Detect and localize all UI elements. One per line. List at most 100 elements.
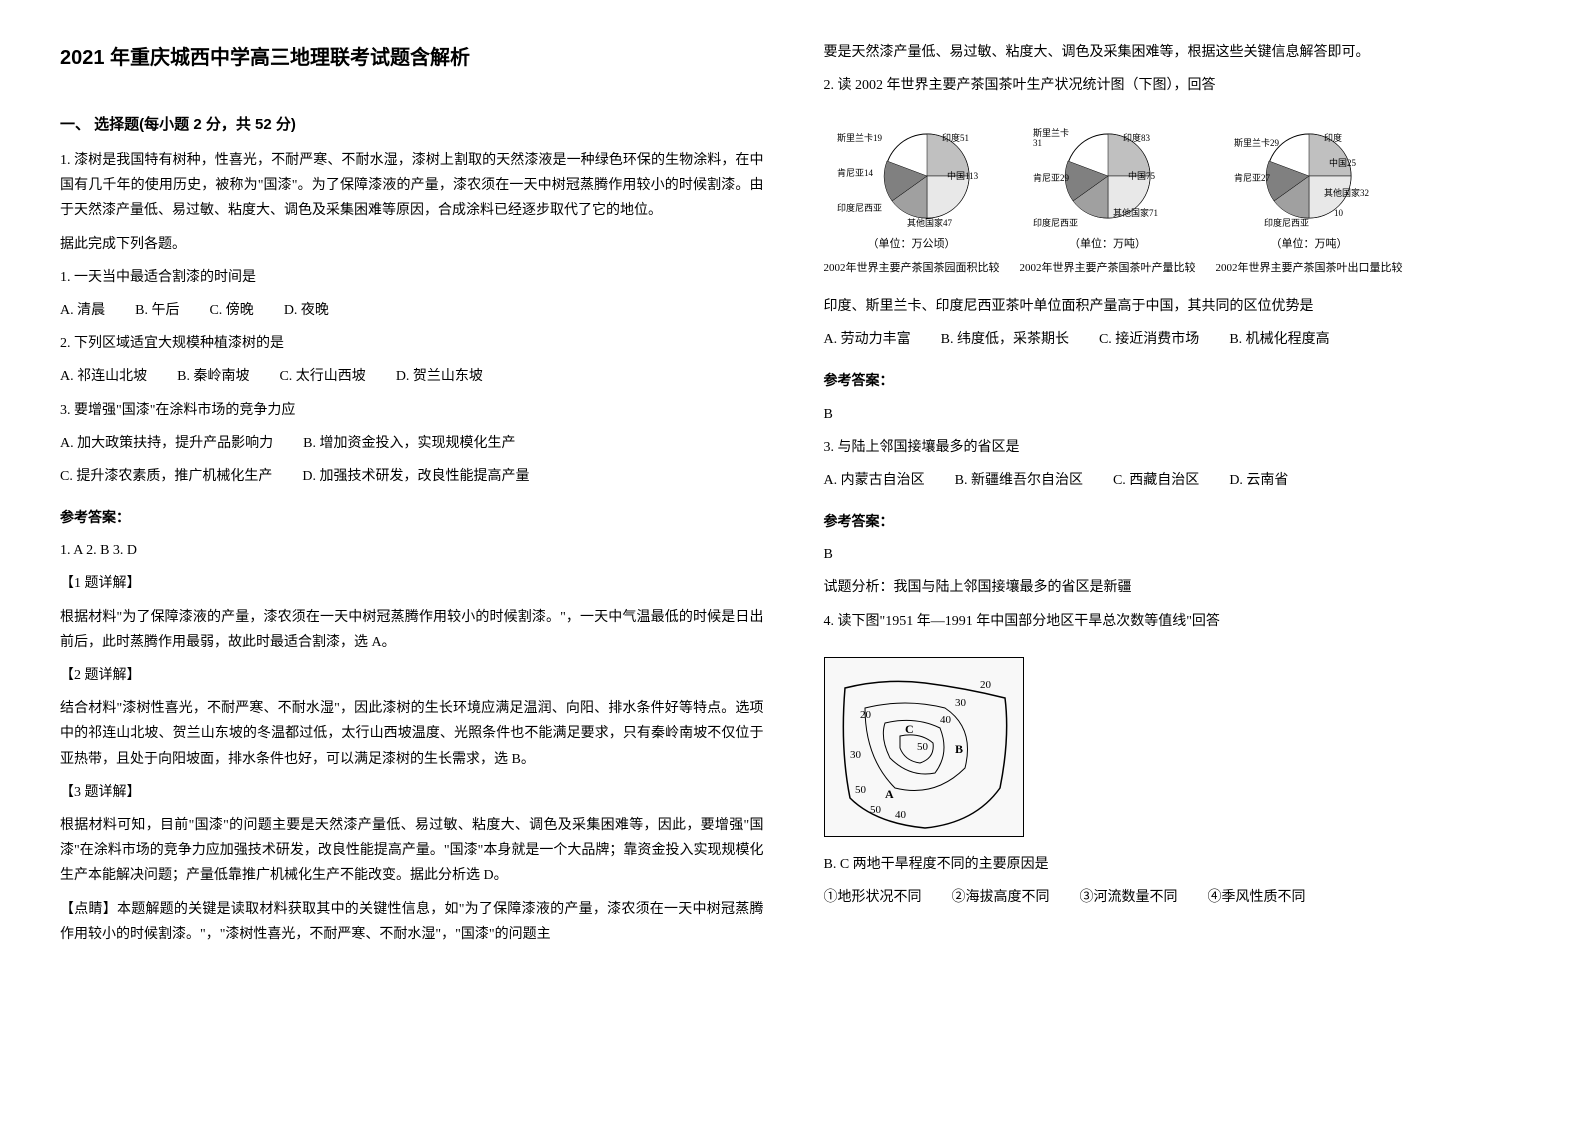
option-2: ②海拔高度不同 bbox=[952, 885, 1050, 910]
label-sri: 31 bbox=[1033, 138, 1042, 148]
tip-text: 【点睛】本题解题的关键是读取材料获取其中的关键性信息，如"为了保障漆液的产量，漆… bbox=[60, 897, 764, 947]
pie-chart-3: 印度 中国25 斯里兰卡29 肯尼亚27 其他国家32 印度尼西亚 10 bbox=[1229, 121, 1389, 231]
option-b: B. 新疆维吾尔自治区 bbox=[955, 468, 1083, 493]
q2-stem: 2. 读 2002 年世界主要产茶国茶叶生产状况统计图（下图），回答 bbox=[824, 73, 1528, 98]
option-d: D. 加强技术研发，改良性能提高产量 bbox=[302, 464, 529, 489]
chart-3-caption: 2002年世界主要产茶国茶叶出口量比较 bbox=[1216, 259, 1403, 279]
option-d: B. 机械化程度高 bbox=[1229, 327, 1329, 352]
point-a: A bbox=[885, 787, 894, 801]
option-b: B. 增加资金投入，实现规模化生产 bbox=[303, 431, 515, 456]
option-3: ③河流数量不同 bbox=[1080, 885, 1178, 910]
q2-question: 印度、斯里兰卡、印度尼西亚茶叶单位面积产量高于中国，其共同的区位优势是 bbox=[824, 294, 1528, 319]
label-40b: 40 bbox=[895, 809, 907, 821]
continuation-text: 要是天然漆产量低、易过敏、粘度大、调色及采集困难等，根据这些关键信息解答即可。 bbox=[824, 40, 1528, 65]
q2-answer: B bbox=[824, 402, 1528, 427]
exp2-header: 【2 题详解】 bbox=[60, 663, 764, 688]
q4-options: ①地形状况不同 ②海拔高度不同 ③河流数量不同 ④季风性质不同 bbox=[824, 885, 1528, 910]
exp1-header: 【1 题详解】 bbox=[60, 571, 764, 596]
label-other: 其他国家32 bbox=[1324, 187, 1369, 198]
label-srilanka: 斯里兰卡19 bbox=[837, 132, 883, 143]
label-other: 其他国家47 bbox=[907, 217, 953, 228]
label-kenya: 肯尼亚27 bbox=[1234, 172, 1271, 183]
option-a: A. 加大政策扶持，提升产品影响力 bbox=[60, 431, 273, 456]
option-a: A. 劳动力丰富 bbox=[824, 327, 911, 352]
label-india: 印度83 bbox=[1123, 132, 1151, 143]
page-title: 2021 年重庆城西中学高三地理联考试题含解析 bbox=[60, 40, 764, 76]
option-d: D. 云南省 bbox=[1229, 468, 1288, 493]
label-china: 中国75 bbox=[1128, 170, 1156, 181]
point-c: C bbox=[905, 722, 914, 736]
label-indo: 印度尼西亚 bbox=[1033, 217, 1078, 228]
charts-container: 斯里兰卡19 肯尼亚14 印度51 中国113 其他国家47 印度尼西亚 （单位… bbox=[824, 121, 1528, 279]
option-c: C. 接近消费市场 bbox=[1099, 327, 1199, 352]
contour-map: 20 30 40 50 30 20 A B C 50 40 50 bbox=[824, 657, 1024, 837]
option-c: C. 傍晚 bbox=[209, 298, 253, 323]
option-d: D. 夜晚 bbox=[284, 298, 329, 323]
option-d: D. 贺兰山东坡 bbox=[396, 364, 483, 389]
chart-1-unit: （单位：万公顷） bbox=[868, 235, 956, 255]
label-china: 中国113 bbox=[947, 170, 979, 181]
pie-chart-2: 印度83 中国75 31 肯尼亚29 其他国家71 印度尼西亚 斯里兰卡 bbox=[1028, 121, 1188, 231]
chart-2-caption: 2002年世界主要产茶国茶叶产量比较 bbox=[1020, 259, 1196, 279]
chart-3: 印度 中国25 斯里兰卡29 肯尼亚27 其他国家32 印度尼西亚 10 （单位… bbox=[1216, 121, 1403, 279]
option-c: C. 提升漆农素质，推广机械化生产 bbox=[60, 464, 272, 489]
q3-stem: 3. 与陆上邻国接壤最多的省区是 bbox=[824, 435, 1528, 460]
q1-sub2-q: 2. 下列区域适宜大规模种植漆树的是 bbox=[60, 331, 764, 356]
label-10: 10 bbox=[1334, 208, 1344, 218]
q1-sub1-options: A. 清晨 B. 午后 C. 傍晚 D. 夜晚 bbox=[60, 298, 764, 323]
label-30: 30 bbox=[850, 749, 862, 761]
contour-50: 50 bbox=[917, 741, 929, 753]
pie-chart-1: 斯里兰卡19 肯尼亚14 印度51 中国113 其他国家47 印度尼西亚 bbox=[832, 121, 992, 231]
chart-1: 斯里兰卡19 肯尼亚14 印度51 中国113 其他国家47 印度尼西亚 （单位… bbox=[824, 121, 1000, 279]
label-50c: 50 bbox=[870, 804, 882, 816]
option-b: B. 午后 bbox=[135, 298, 179, 323]
option-c: C. 太行山西坡 bbox=[279, 364, 365, 389]
q1-sub2-options: A. 祁连山北坡 B. 秦岭南坡 C. 太行山西坡 D. 贺兰山东坡 bbox=[60, 364, 764, 389]
option-a: A. 内蒙古自治区 bbox=[824, 468, 925, 493]
option-c: C. 西藏自治区 bbox=[1113, 468, 1199, 493]
option-a: A. 祁连山北坡 bbox=[60, 364, 147, 389]
q3-analysis: 试题分析：我国与陆上邻国接壤最多的省区是新疆 bbox=[824, 575, 1528, 600]
chart-1-caption: 2002年世界主要产茶国茶园面积比较 bbox=[824, 259, 1000, 279]
option-a: A. 清晨 bbox=[60, 298, 105, 323]
q1-prompt: 据此完成下列各题。 bbox=[60, 232, 764, 257]
chart-3-unit: （单位：万吨） bbox=[1271, 235, 1348, 255]
label-india: 印度51 bbox=[942, 132, 969, 143]
label-kenya: 肯尼亚29 bbox=[1033, 172, 1070, 183]
q1-sub3-options-1: A. 加大政策扶持，提升产品影响力 B. 增加资金投入，实现规模化生产 bbox=[60, 431, 764, 456]
chart-2-unit: （单位：万吨） bbox=[1069, 235, 1146, 255]
label-india: 印度 bbox=[1324, 132, 1342, 143]
exp2-text: 结合材料"漆树性喜光，不耐严寒、不耐水湿"，因此漆树的生长环境应满足温润、向阳、… bbox=[60, 696, 764, 772]
exp3-text: 根据材料可知，目前"国漆"的问题主要是天然漆产量低、易过敏、粘度大、调色及采集困… bbox=[60, 813, 764, 889]
contour-30: 30 bbox=[955, 697, 967, 709]
point-b: B bbox=[955, 742, 963, 756]
left-column: 2021 年重庆城西中学高三地理联考试题含解析 一、 选择题(每小题 2 分，共… bbox=[60, 40, 764, 1082]
q1-stem: 1. 漆树是我国特有树种，性喜光，不耐严寒、不耐水湿，漆树上割取的天然漆液是一种… bbox=[60, 148, 764, 224]
contour-20: 20 bbox=[980, 679, 992, 691]
label-50b: 50 bbox=[855, 784, 867, 796]
option-b: B. 纬度低，采茶期长 bbox=[941, 327, 1069, 352]
exp3-header: 【3 题详解】 bbox=[60, 780, 764, 805]
q2-options: A. 劳动力丰富 B. 纬度低，采茶期长 C. 接近消费市场 B. 机械化程度高 bbox=[824, 327, 1528, 352]
label-kenya: 肯尼亚14 bbox=[837, 167, 874, 178]
label-china: 中国25 bbox=[1329, 157, 1357, 168]
q2-answer-label: 参考答案： bbox=[824, 368, 1528, 393]
chart-2: 印度83 中国75 31 肯尼亚29 其他国家71 印度尼西亚 斯里兰卡 （单位… bbox=[1020, 121, 1196, 279]
right-column: 要是天然漆产量低、易过敏、粘度大、调色及采集困难等，根据这些关键信息解答即可。 … bbox=[824, 40, 1528, 1082]
label-sril: 斯里兰卡 bbox=[1033, 127, 1069, 138]
section-heading: 一、 选择题(每小题 2 分，共 52 分) bbox=[60, 111, 764, 138]
q1-answers: 1. A 2. B 3. D bbox=[60, 538, 764, 563]
exp1-text: 根据材料"为了保障漆液的产量，漆农须在一天中树冠蒸腾作用较小的时候割漆。"，一天… bbox=[60, 605, 764, 655]
q4-stem: 4. 读下图"1951 年—1991 年中国部分地区干旱总次数等值线"回答 bbox=[824, 609, 1528, 634]
q3-answer-label: 参考答案： bbox=[824, 509, 1528, 534]
label-sri: 斯里兰卡29 bbox=[1234, 137, 1280, 148]
q1-sub3-q: 3. 要增强"国漆"在涂料市场的竞争力应 bbox=[60, 398, 764, 423]
q3-answer: B bbox=[824, 542, 1528, 567]
option-b: B. 秦岭南坡 bbox=[177, 364, 249, 389]
label-indo: 印度尼西亚 bbox=[837, 202, 882, 213]
map-svg: 20 30 40 50 30 20 A B C 50 40 50 bbox=[825, 658, 1025, 838]
q3-options: A. 内蒙古自治区 B. 新疆维吾尔自治区 C. 西藏自治区 D. 云南省 bbox=[824, 468, 1528, 493]
contour-40: 40 bbox=[940, 714, 952, 726]
answer-label: 参考答案： bbox=[60, 505, 764, 530]
label-20: 20 bbox=[860, 709, 872, 721]
